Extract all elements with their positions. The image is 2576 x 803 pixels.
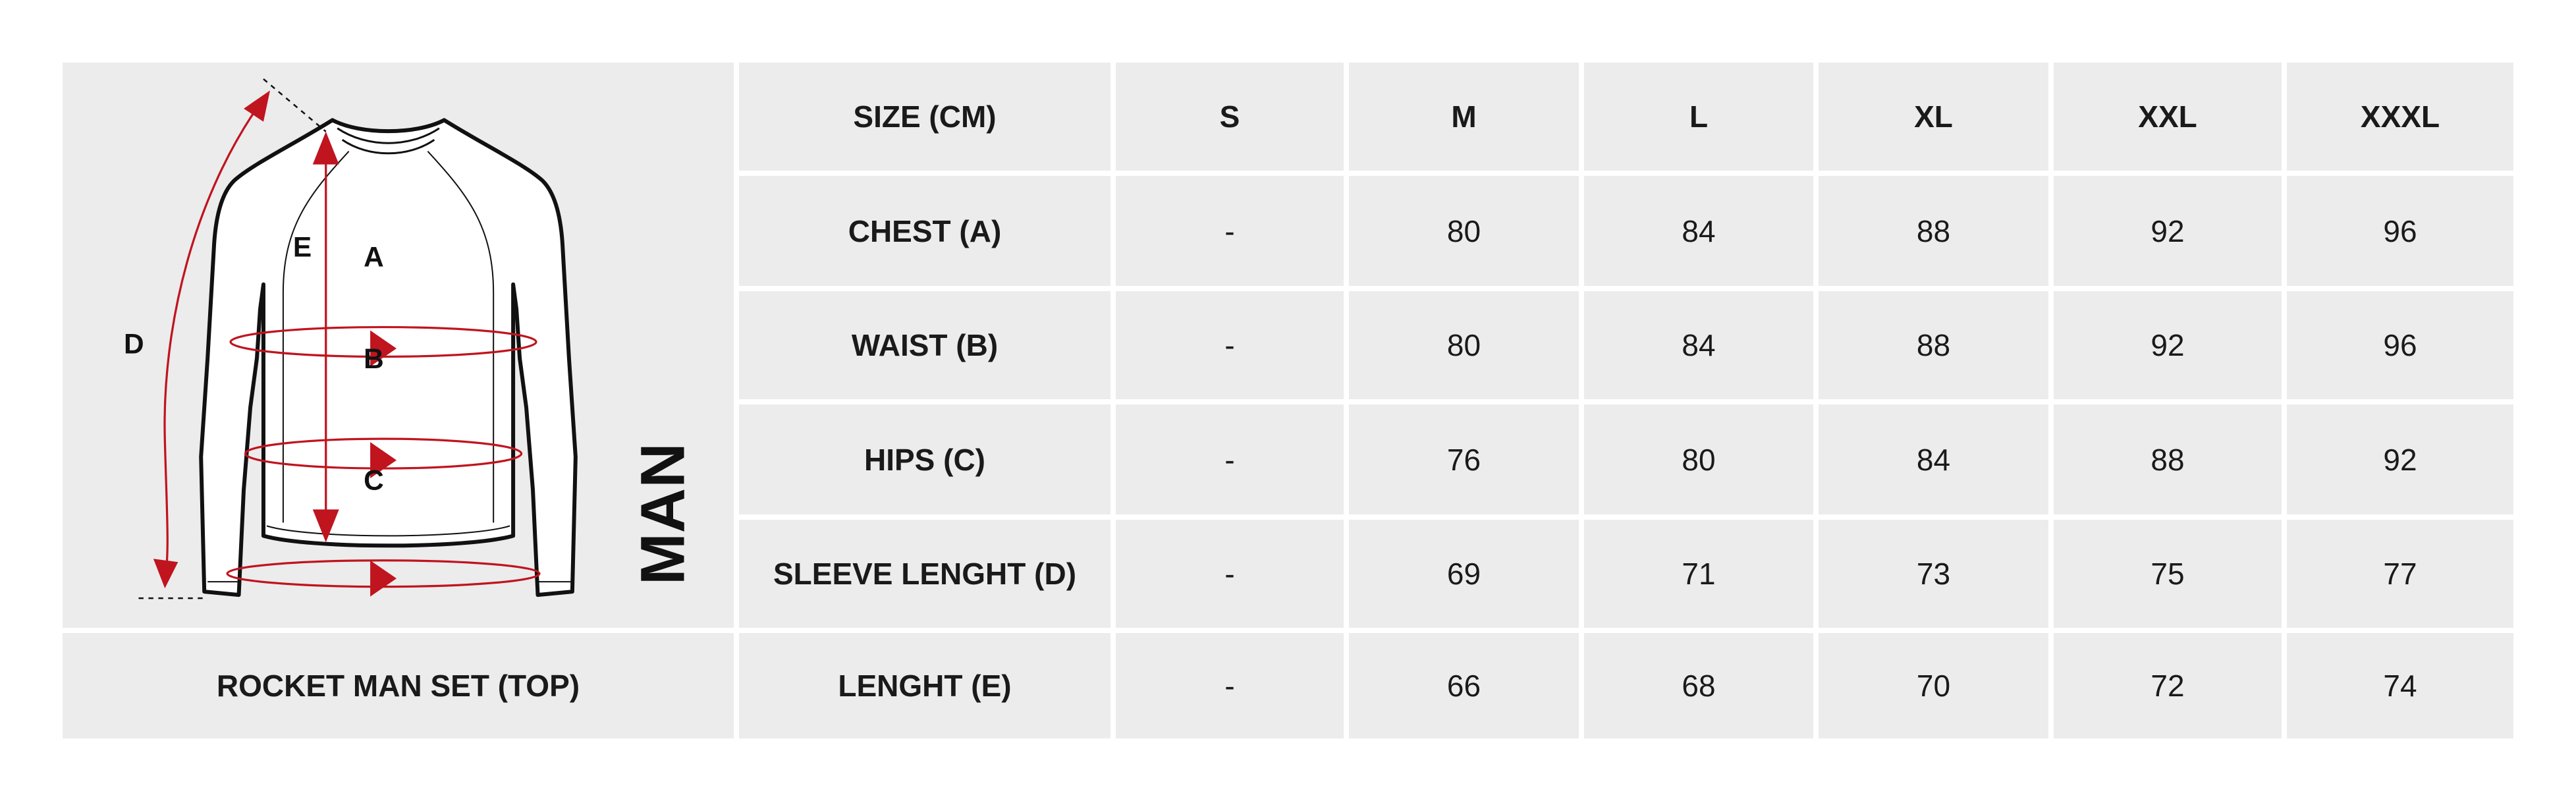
- size-header-xxl: XXL: [2054, 63, 2282, 171]
- table-cell: 96: [2287, 176, 2513, 286]
- size-header-s: S: [1116, 63, 1344, 171]
- table-cell: 75: [2054, 520, 2282, 628]
- table-cell: 72: [2054, 633, 2282, 738]
- table-cell: 92: [2054, 176, 2282, 286]
- label-e: E: [293, 231, 312, 262]
- table-cell: -: [1116, 176, 1344, 286]
- label-a: A: [364, 241, 384, 272]
- shirt-measurement-illustration: E A B C D MAN: [124, 78, 698, 599]
- table-cell: 80: [1584, 404, 1813, 514]
- label-b: B: [364, 343, 384, 374]
- product-name: ROCKET MAN SET (TOP): [63, 633, 734, 738]
- size-chart-table: E A B C D MAN SIZE (CM) S M L XL XXL XXX…: [63, 63, 2513, 738]
- row-label-length: LENGHT (E): [739, 633, 1110, 738]
- sleeve-d-arc: [163, 97, 265, 579]
- row-label-sleeve: SLEEVE LENGHT (D): [739, 520, 1110, 628]
- table-cell: 77: [2287, 520, 2513, 628]
- size-header-l: L: [1584, 63, 1813, 171]
- row-label-chest: CHEST (A): [739, 176, 1110, 286]
- table-cell: 68: [1584, 633, 1813, 738]
- row-label-hips: HIPS (C): [739, 404, 1110, 514]
- size-header-m: M: [1349, 63, 1579, 171]
- label-c: C: [364, 464, 384, 495]
- row-label-waist: WAIST (B): [739, 291, 1110, 399]
- table-cell: 70: [1819, 633, 2048, 738]
- table-cell: 88: [1819, 176, 2048, 286]
- arrow-heads: [153, 90, 397, 597]
- table-cell: 84: [1584, 291, 1813, 399]
- table-cell: 84: [1584, 176, 1813, 286]
- table-cell: 76: [1349, 404, 1579, 514]
- table-cell: 96: [2287, 291, 2513, 399]
- table-cell: 74: [2287, 633, 2513, 738]
- garment-diagram: E A B C D MAN: [63, 63, 734, 628]
- table-cell: -: [1116, 633, 1344, 738]
- table-cell: 92: [2054, 291, 2282, 399]
- table-cell: 69: [1349, 520, 1579, 628]
- table-cell: 66: [1349, 633, 1579, 738]
- gender-label: MAN: [628, 443, 698, 585]
- size-header-xxxl: XXXL: [2287, 63, 2513, 171]
- table-cell: 84: [1819, 404, 2048, 514]
- table-cell: 80: [1349, 176, 1579, 286]
- size-header-xl: XL: [1819, 63, 2048, 171]
- label-d: D: [124, 328, 144, 359]
- table-cell: -: [1116, 291, 1344, 399]
- table-cell: 92: [2287, 404, 2513, 514]
- table-cell: 73: [1819, 520, 2048, 628]
- table-cell: 88: [2054, 404, 2282, 514]
- table-cell: 71: [1584, 520, 1813, 628]
- table-cell: 80: [1349, 291, 1579, 399]
- table-cell: 88: [1819, 291, 2048, 399]
- table-cell: -: [1116, 520, 1344, 628]
- header-label: SIZE (CM): [739, 63, 1110, 171]
- table-cell: -: [1116, 404, 1344, 514]
